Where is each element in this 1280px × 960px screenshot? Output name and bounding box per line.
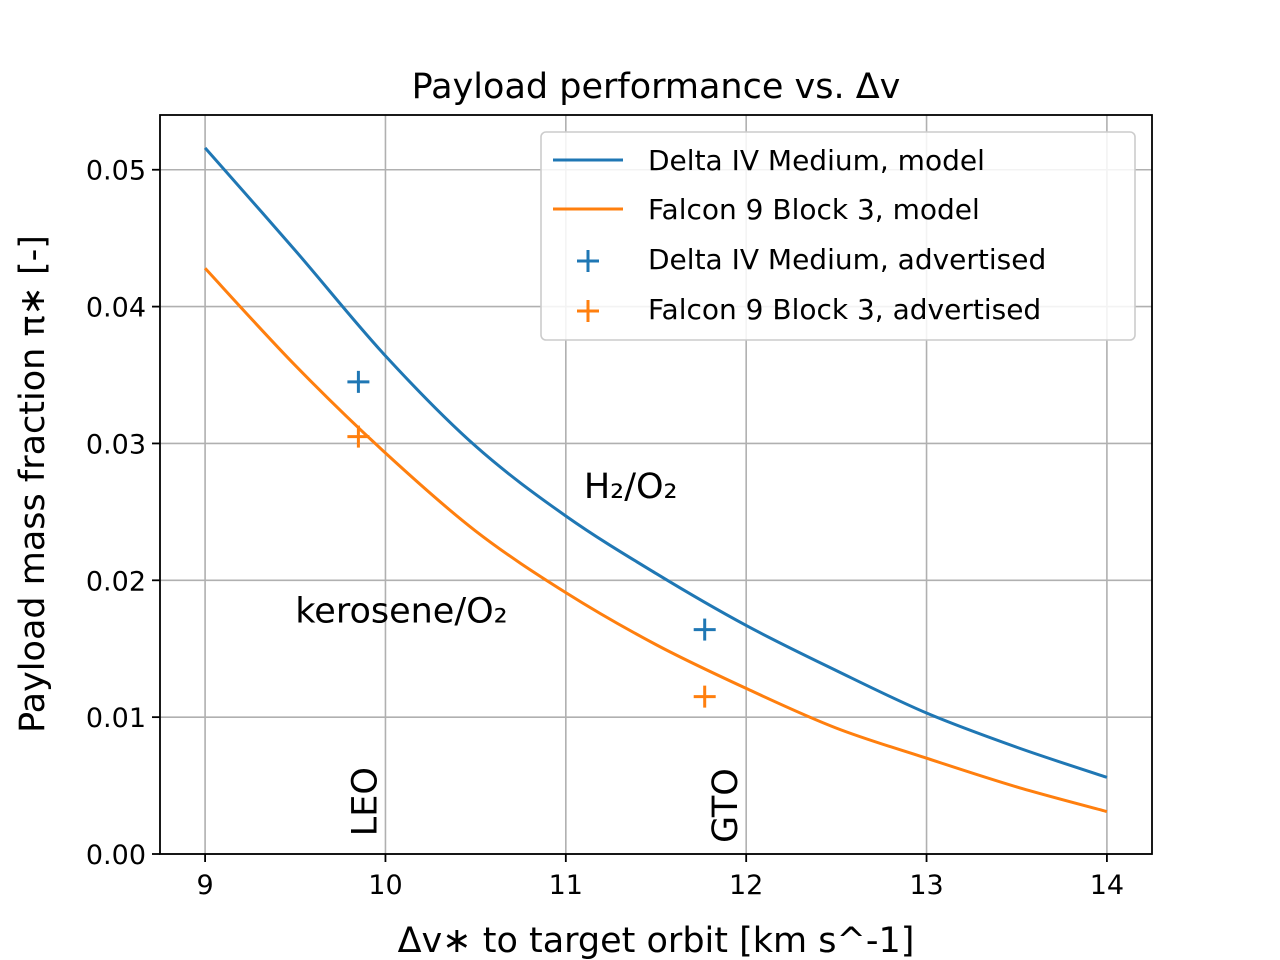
annotation-label: kerosene/O₂ <box>295 592 507 632</box>
y-tick-label: 0.01 <box>86 703 146 734</box>
y-tick-label: 0.04 <box>86 293 146 324</box>
data-point-falcon-9-block-3-advertised <box>347 425 370 448</box>
legend-marker-swatch <box>577 250 599 272</box>
legend-box <box>540 131 1136 341</box>
annotations: H₂/O₂ kerosene/O₂ LEO GTO <box>295 467 746 843</box>
data-point-falcon-9-block-3-advertised <box>693 685 716 708</box>
legend-entry-label: Delta IV Medium, model <box>648 144 985 177</box>
y-tick-label: 0.03 <box>86 429 146 460</box>
legend: Delta IV Medium, model Falcon 9 Block 3, … <box>540 131 1136 341</box>
series-markers <box>347 370 716 708</box>
y-axis-ticks: 0.00 0.01 0.02 0.03 0.04 0.05 <box>86 156 160 871</box>
legend-marker-swatch <box>577 300 599 322</box>
x-axis-label: Δv∗ to target orbit [km s^-1] <box>398 921 915 960</box>
legend-entry-label: Falcon 9 Block 3, model <box>648 193 980 226</box>
y-tick-label: 0.00 <box>86 840 146 871</box>
annotation-label: H₂/O₂ <box>584 467 678 507</box>
series-line-delta-iv-medium-model <box>203 146 1108 779</box>
x-axis-ticks: 9 10 11 12 13 14 <box>196 854 1124 901</box>
y-tick-label: 0.02 <box>86 566 146 597</box>
data-point-delta-iv-medium-advertised <box>347 370 370 393</box>
chart-title: Payload performance vs. Δv <box>412 67 901 107</box>
plot-frame <box>159 114 1153 855</box>
annotation-label: GTO <box>706 768 746 843</box>
legend-entry-label: Falcon 9 Block 3, advertised <box>648 293 1041 326</box>
y-axis-label: Payload mass fraction π∗ [-] <box>13 235 53 733</box>
series-lines <box>203 146 1108 814</box>
x-tick-label: 9 <box>196 870 213 901</box>
data-point-delta-iv-medium-advertised <box>693 618 716 641</box>
x-tick-label: 13 <box>909 870 943 901</box>
y-tick-label: 0.05 <box>86 156 146 187</box>
x-tick-label: 14 <box>1090 870 1124 901</box>
x-tick-label: 10 <box>368 870 402 901</box>
annotation-label: LEO <box>345 767 385 836</box>
legend-entry-label: Delta IV Medium, advertised <box>648 243 1046 276</box>
series-line-falcon-9-block-3-model <box>203 267 1108 814</box>
x-tick-label: 11 <box>549 870 583 901</box>
x-tick-label: 12 <box>729 870 763 901</box>
